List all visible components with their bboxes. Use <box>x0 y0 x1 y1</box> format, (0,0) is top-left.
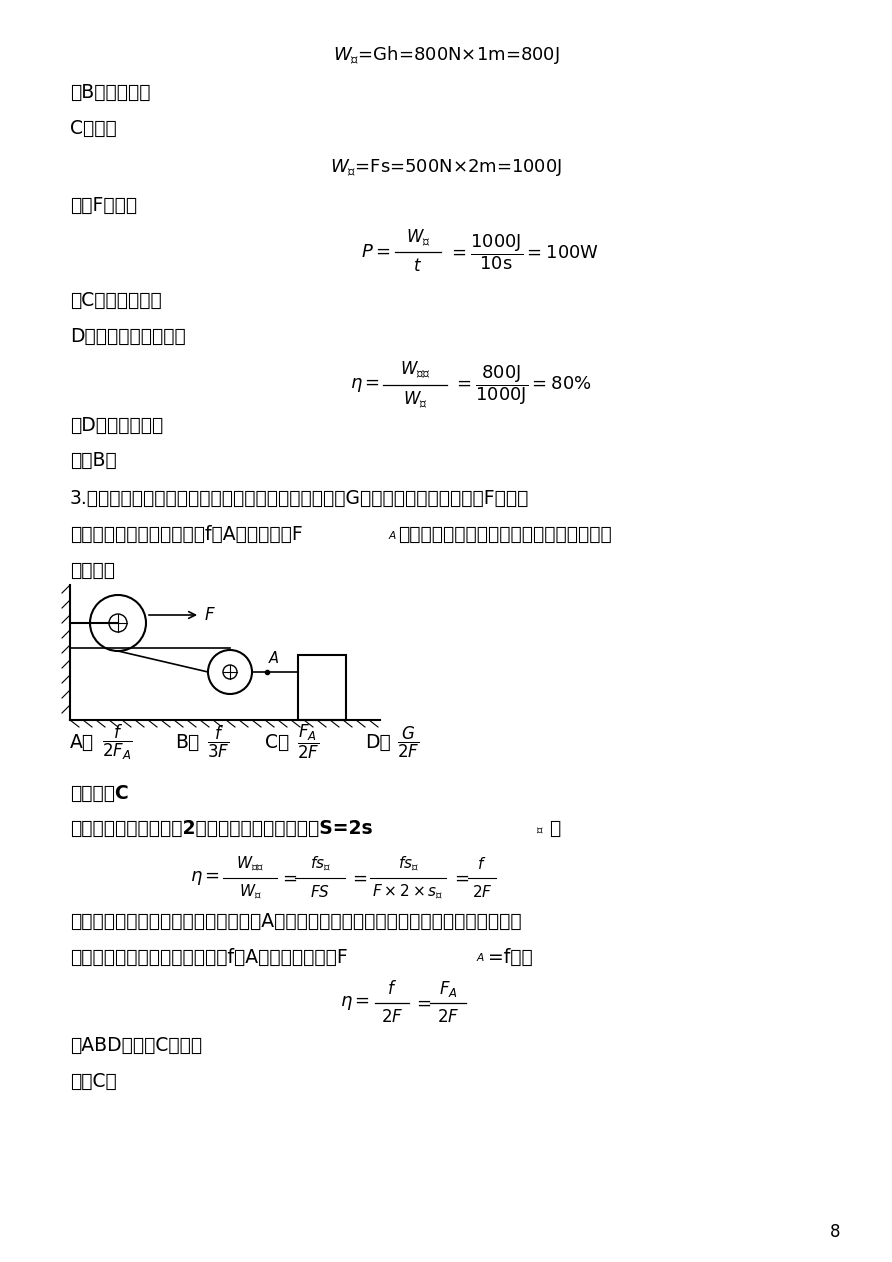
Text: C．总功: C．总功 <box>70 119 117 138</box>
Text: $W_{有}$=Gh=800N×1m=800J: $W_{有}$=Gh=800N×1m=800J <box>333 44 559 66</box>
Text: $\dfrac{f}{2F_{A}}$: $\dfrac{f}{2F_{A}}$ <box>102 722 133 761</box>
Text: 3.如图所示，利用轻质滑轮组匀速拉动水平地面上重为G的物体，若拉力的大小为F，物体: 3.如图所示，利用轻质滑轮组匀速拉动水平地面上重为G的物体，若拉力的大小为F，物… <box>70 488 529 507</box>
Text: $_A$: $_A$ <box>388 526 397 541</box>
Text: $2F$: $2F$ <box>381 1008 403 1026</box>
Text: $t$: $t$ <box>414 257 423 275</box>
Text: $W_{总}$: $W_{总}$ <box>403 390 427 410</box>
Text: $fs_{物}$: $fs_{物}$ <box>398 854 418 873</box>
Text: 故选B。: 故选B。 <box>70 451 117 469</box>
Bar <box>298 655 346 721</box>
Text: $F\times2\times s_{物}$: $F\times2\times s_{物}$ <box>372 882 443 901</box>
Text: $_{物}$: $_{物}$ <box>536 820 544 835</box>
Text: 8: 8 <box>830 1223 840 1241</box>
Text: 故D不符合题意。: 故D不符合题意。 <box>70 415 163 434</box>
Text: $=$: $=$ <box>349 870 368 887</box>
Text: B．: B． <box>175 732 199 751</box>
Text: $W_{有用}$: $W_{有用}$ <box>236 854 264 873</box>
Text: 【答案】C: 【答案】C <box>70 784 128 803</box>
Text: D．滑轮组的机械效率: D．滑轮组的机械效率 <box>70 327 186 346</box>
Text: 【解析】从图可知，由2段绳子与动滑轮相连，则S=2s: 【解析】从图可知，由2段绳子与动滑轮相连，则S=2s <box>70 819 373 838</box>
Text: ，则下列滑轮组的机械效率表达式正确的是: ，则下列滑轮组的机械效率表达式正确的是 <box>398 525 612 544</box>
Text: $FS$: $FS$ <box>310 883 330 900</box>
Text: A: A <box>269 651 279 666</box>
Text: 故选C。: 故选C。 <box>70 1071 117 1090</box>
Text: $\eta=$: $\eta=$ <box>350 376 380 394</box>
Text: 衡力，物体和地面之间摩擦力为f，A处的拉力大小为F: 衡力，物体和地面之间摩擦力为f，A处的拉力大小为F <box>70 948 348 967</box>
Text: $F_A$: $F_A$ <box>439 979 458 1000</box>
Text: $\eta=$: $\eta=$ <box>340 994 370 1012</box>
Text: （　　）: （ ） <box>70 560 115 579</box>
Text: ，: ， <box>549 819 560 838</box>
Circle shape <box>223 665 237 679</box>
Text: C．: C． <box>265 732 289 751</box>
Circle shape <box>109 615 127 632</box>
Text: $2F$: $2F$ <box>437 1008 459 1026</box>
Text: =f。则: =f。则 <box>488 948 533 967</box>
Text: 故C不符合题意；: 故C不符合题意； <box>70 290 161 309</box>
Text: $2F$: $2F$ <box>472 883 492 900</box>
Text: 拉力F的功率: 拉力F的功率 <box>70 196 137 215</box>
Text: $W_{总}$: $W_{总}$ <box>239 882 261 901</box>
Text: $W_{有用}$: $W_{有用}$ <box>400 360 430 380</box>
Text: $=\dfrac{1000\mathrm{J}}{10\mathrm{s}}=100\mathrm{W}$: $=\dfrac{1000\mathrm{J}}{10\mathrm{s}}=1… <box>448 232 599 271</box>
Text: 故ABD错误，C正确。: 故ABD错误，C正确。 <box>70 1036 202 1055</box>
Text: $f$: $f$ <box>387 981 397 998</box>
Text: $=$: $=$ <box>413 994 432 1012</box>
Text: $fs_{物}$: $fs_{物}$ <box>310 854 330 873</box>
Text: $\eta=$: $\eta=$ <box>190 870 220 887</box>
Text: D．: D． <box>365 732 391 751</box>
Text: $W_{总}$: $W_{总}$ <box>406 227 430 249</box>
Text: $f$: $f$ <box>477 856 487 872</box>
Text: A．: A． <box>70 732 95 751</box>
Text: $=$: $=$ <box>278 870 297 887</box>
Text: $=\dfrac{800\mathrm{J}}{1000\mathrm{J}}=80\%$: $=\dfrac{800\mathrm{J}}{1000\mathrm{J}}=… <box>453 363 591 406</box>
Text: $_A$: $_A$ <box>476 949 485 964</box>
Text: $=$: $=$ <box>450 870 469 887</box>
Text: 物体在水平地面上做匀速运动，则此时A处绳子的拉力与物体与地面之间的摩擦力是一对平: 物体在水平地面上做匀速运动，则此时A处绳子的拉力与物体与地面之间的摩擦力是一对平 <box>70 911 522 930</box>
Text: 和地面之间的摩擦力大小为f，A点的拉力为F: 和地面之间的摩擦力大小为f，A点的拉力为F <box>70 525 302 544</box>
Text: 故B符合题意；: 故B符合题意； <box>70 82 151 101</box>
Text: $F$: $F$ <box>204 606 216 623</box>
Text: $W_{总}$=Fs=500N×2m=1000J: $W_{总}$=Fs=500N×2m=1000J <box>330 158 562 178</box>
Text: $\dfrac{f}{3F}$: $\dfrac{f}{3F}$ <box>207 724 229 760</box>
Text: $\dfrac{F_{A}}{2F}$: $\dfrac{F_{A}}{2F}$ <box>297 723 319 761</box>
Text: $P=$: $P=$ <box>360 244 390 261</box>
Text: $\dfrac{G}{2F}$: $\dfrac{G}{2F}$ <box>397 724 419 760</box>
